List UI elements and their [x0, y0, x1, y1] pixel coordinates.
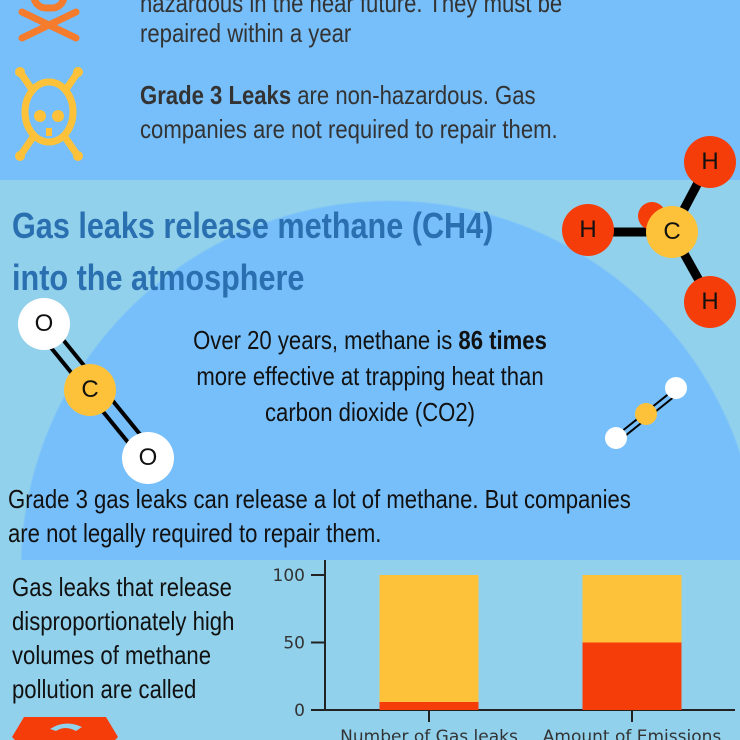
fact-highlight: 86 times — [458, 325, 547, 355]
fact-line2: more effective at trapping heat than — [196, 361, 544, 391]
grade-info-section: hazardous in the near future. They must … — [0, 0, 740, 180]
methane-fact: Over 20 years, methane is 86 times more … — [150, 322, 590, 430]
heading-line1: Gas leaks release methane (CH4) — [12, 205, 494, 246]
callout-line: Gas leaks that release — [12, 572, 232, 602]
callout-line: volumes of methane — [12, 640, 212, 670]
oxygen-atom: O — [122, 432, 174, 484]
section-heading: Gas leaks release methane (CH4) into the… — [12, 200, 578, 304]
fact-line3: carbon dioxide (CO2) — [264, 397, 476, 427]
grade3-note-line1: Grade 3 gas leaks can release a lot of m… — [8, 484, 631, 514]
bar-segment — [582, 642, 682, 710]
globe-background — [0, 190, 740, 560]
fact-text: Over 20 years, methane is — [193, 325, 459, 355]
grade3-note-line2: are not legally required to repair them. — [8, 518, 382, 548]
grade3-text-line2: companies are not required to repair the… — [140, 114, 558, 144]
hydrogen-atom: H — [684, 276, 736, 328]
hydrogen-atom: H — [562, 204, 614, 256]
y-tick-label: 0 — [294, 701, 305, 721]
grade2-text-line1: hazardous in the near future. They must … — [140, 0, 563, 18]
callout-text: Gas leaks that release disproportionatel… — [12, 570, 274, 706]
y-tick-label: 100 — [273, 566, 305, 586]
skull-crossbones-icon-yellow — [15, 67, 83, 161]
emissions-chart: 0 50 100 Number of Gas leaks Amount of Emiss… — [273, 560, 735, 740]
x-tick-label: Number of Gas leaks — [340, 727, 518, 740]
hydrogen-atom: H — [684, 136, 736, 188]
grade3-label: Grade 3 Leaks — [140, 80, 292, 110]
skull-crossbones-icon-orange — [18, 0, 80, 42]
y-tick-label: 50 — [283, 634, 305, 654]
grade3-desc: are non-hazardous. Gas — [291, 80, 536, 110]
carbon-atom: C — [646, 206, 698, 258]
oxygen-atom: O — [18, 298, 70, 350]
methane-section: Gas leaks release methane (CH4) into the… — [0, 136, 740, 740]
grade3-text-line1: Grade 3 Leaks are non-hazardous. Gas — [140, 78, 536, 112]
callout-line: disproportionately high — [12, 606, 235, 636]
x-tick-label: Amount of Emissions — [543, 727, 722, 740]
bar-segment — [379, 575, 479, 702]
heading-line2: into the atmosphere — [12, 257, 305, 298]
callout-line: pollution are called — [12, 674, 197, 704]
superemitter-shield-icon — [12, 717, 118, 740]
bar-segment — [379, 701, 479, 710]
bar-segment — [582, 575, 682, 643]
grade2-text-line2: repaired within a year — [140, 18, 352, 48]
small-co2-molecule-icon — [605, 377, 687, 449]
carbon-atom: C — [64, 364, 116, 416]
